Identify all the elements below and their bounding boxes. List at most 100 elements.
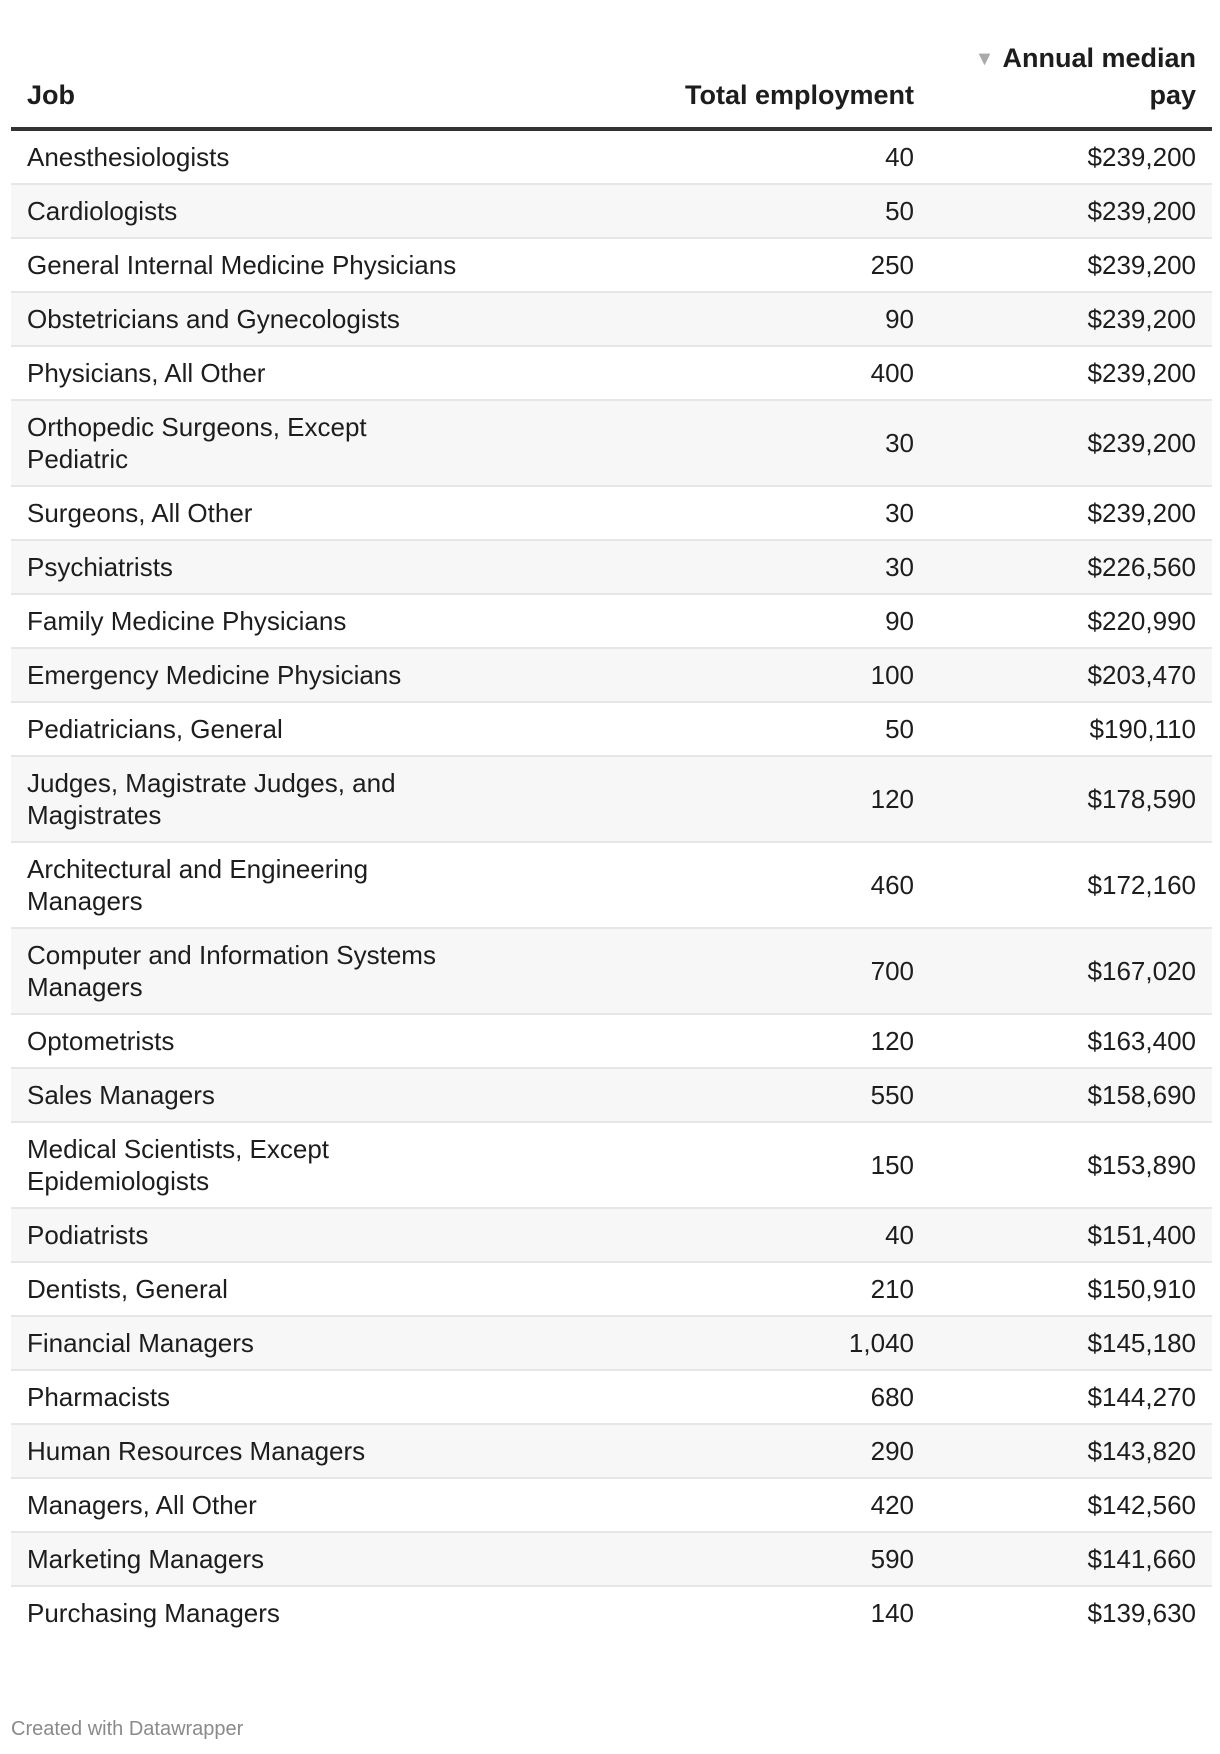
cell-pay: $143,820 <box>930 1424 1212 1479</box>
cell-pay: $142,560 <box>930 1478 1212 1533</box>
cell-pay: $145,180 <box>930 1316 1212 1371</box>
cell-employment: 700 <box>483 928 930 1015</box>
cell-employment: 1,040 <box>483 1316 930 1371</box>
cell-job: Emergency Medicine Physicians <box>11 648 483 703</box>
cell-job: Financial Managers <box>11 1316 483 1371</box>
cell-job: Dentists, General <box>11 1262 483 1317</box>
table-row: Purchasing Managers 140 $139,630 <box>11 1586 1212 1639</box>
cell-employment: 30 <box>483 486 930 541</box>
cell-job: Cardiologists <box>11 184 483 239</box>
table-row: Marketing Managers 590 $141,660 <box>11 1532 1212 1587</box>
cell-pay: $178,590 <box>930 756 1212 843</box>
cell-pay: $239,200 <box>930 400 1212 487</box>
table-row: Anesthesiologists 40 $239,200 <box>11 129 1212 185</box>
footer-credit[interactable]: Created with Datawrapper <box>11 1718 244 1740</box>
table-row: Judges, Magistrate Judges, and Magistrat… <box>11 756 1212 843</box>
cell-employment: 120 <box>483 1014 930 1069</box>
cell-pay: $167,020 <box>930 928 1212 1015</box>
cell-job: Pediatricians, General <box>11 702 483 757</box>
cell-pay: $220,990 <box>930 594 1212 649</box>
cell-employment: 250 <box>483 238 930 293</box>
cell-employment: 40 <box>483 129 930 185</box>
cell-employment: 210 <box>483 1262 930 1317</box>
column-header-pay[interactable]: ▼ Annual median pay <box>930 40 1212 131</box>
table-row: General Internal Medicine Physicians 250 $… <box>11 238 1212 293</box>
cell-employment: 30 <box>483 540 930 595</box>
cell-pay: $141,660 <box>930 1532 1212 1587</box>
cell-job: Purchasing Managers <box>27 1598 280 1628</box>
sort-descending-icon: ▼ <box>974 48 995 70</box>
cell-job: Marketing Managers <box>11 1532 483 1587</box>
cell-job: Family Medicine Physicians <box>11 594 483 649</box>
cell-pay: $172,160 <box>930 842 1212 929</box>
table-row: Computer and Information Systems Manager… <box>11 928 1212 1015</box>
cell-employment: 460 <box>483 842 930 929</box>
cell-job: Anesthesiologists <box>11 129 483 185</box>
cell-employment: 50 <box>483 702 930 757</box>
jobs-table: Job Total employment ▼ Annual median pay … <box>11 40 1212 1639</box>
cell-pay: $158,690 <box>930 1068 1212 1123</box>
cell-employment: 150 <box>483 1122 930 1209</box>
cell-pay: $239,200 <box>930 346 1212 401</box>
cell-employment: 90 <box>483 594 930 649</box>
table-row: Podiatrists 40 $151,400 <box>11 1208 1212 1263</box>
table-row: Orthopedic Surgeons, Except Pediatric 30 $… <box>11 400 1212 487</box>
cell-job: Physicians, All Other <box>11 346 483 401</box>
cell-pay: $239,200 <box>930 238 1212 293</box>
cell-job: Pharmacists <box>11 1370 483 1425</box>
cell-employment: 90 <box>483 292 930 347</box>
cell-pay: $153,890 <box>930 1122 1212 1209</box>
cell-pay: $239,200 <box>930 292 1212 347</box>
cell-pay: $151,400 <box>930 1208 1212 1263</box>
table-row: Financial Managers 1,040 $145,180 <box>11 1316 1212 1371</box>
table-body: Anesthesiologists 40 $239,200 Cardiologists… <box>11 129 1212 1639</box>
cell-pay: $226,560 <box>930 540 1212 595</box>
cell-employment: 590 <box>483 1532 930 1587</box>
table-row: Surgeons, All Other 30 $239,200 <box>11 486 1212 541</box>
cell-job: Sales Managers <box>11 1068 483 1123</box>
cell-employment: 140 <box>870 1598 914 1628</box>
cell-employment: 50 <box>483 184 930 239</box>
cell-job: Computer and Information Systems Manager… <box>11 928 483 1015</box>
table-row: Medical Scientists, Except Epidemiologis… <box>11 1122 1212 1209</box>
cell-job: Psychiatrists <box>11 540 483 595</box>
cell-employment: 120 <box>483 756 930 843</box>
cell-job: Surgeons, All Other <box>11 486 483 541</box>
table-row: Managers, All Other 420 $142,560 <box>11 1478 1212 1533</box>
cell-job: Optometrists <box>11 1014 483 1069</box>
cell-job: Obstetricians and Gynecologists <box>11 292 483 347</box>
cell-employment: 400 <box>483 346 930 401</box>
cell-pay: $239,200 <box>930 184 1212 239</box>
cell-job: General Internal Medicine Physicians <box>11 238 483 293</box>
column-header-pay-label: Annual median pay <box>1002 43 1196 110</box>
column-header-employment[interactable]: Total employment <box>483 40 930 131</box>
table-row: Psychiatrists 30 $226,560 <box>11 540 1212 595</box>
table-row: Family Medicine Physicians 90 $220,990 <box>11 594 1212 649</box>
table-row: Pediatricians, General 50 $190,110 <box>11 702 1212 757</box>
cell-job: Human Resources Managers <box>11 1424 483 1479</box>
table-row: Obstetricians and Gynecologists 90 $239,20… <box>11 292 1212 347</box>
cell-job: Orthopedic Surgeons, Except Pediatric <box>11 400 483 487</box>
cell-employment: 30 <box>483 400 930 487</box>
cell-pay: $150,910 <box>930 1262 1212 1317</box>
cell-job: Judges, Magistrate Judges, and Magistrat… <box>11 756 483 843</box>
table-row: Pharmacists 680 $144,270 <box>11 1370 1212 1425</box>
cell-job: Podiatrists <box>11 1208 483 1263</box>
cell-employment: 550 <box>483 1068 930 1123</box>
table-row: Sales Managers 550 $158,690 <box>11 1068 1212 1123</box>
cell-employment: 40 <box>483 1208 930 1263</box>
cell-pay: $190,110 <box>930 702 1212 757</box>
table-row: Human Resources Managers 290 $143,820 <box>11 1424 1212 1479</box>
cell-employment: 100 <box>483 648 930 703</box>
cell-pay: $144,270 <box>930 1370 1212 1425</box>
table-row: Cardiologists 50 $239,200 <box>11 184 1212 239</box>
table-row: Architectural and Engineering Managers 46… <box>11 842 1212 929</box>
header-row: Job Total employment ▼ Annual median pay <box>11 40 1212 131</box>
cell-pay: $203,470 <box>930 648 1212 703</box>
table-row: Physicians, All Other 400 $239,200 <box>11 346 1212 401</box>
cell-job: Managers, All Other <box>11 1478 483 1533</box>
table-row: Dentists, General 210 $150,910 <box>11 1262 1212 1317</box>
column-header-job[interactable]: Job <box>11 40 483 131</box>
cell-pay: $239,200 <box>930 486 1212 541</box>
cell-pay: $239,200 <box>930 129 1212 185</box>
